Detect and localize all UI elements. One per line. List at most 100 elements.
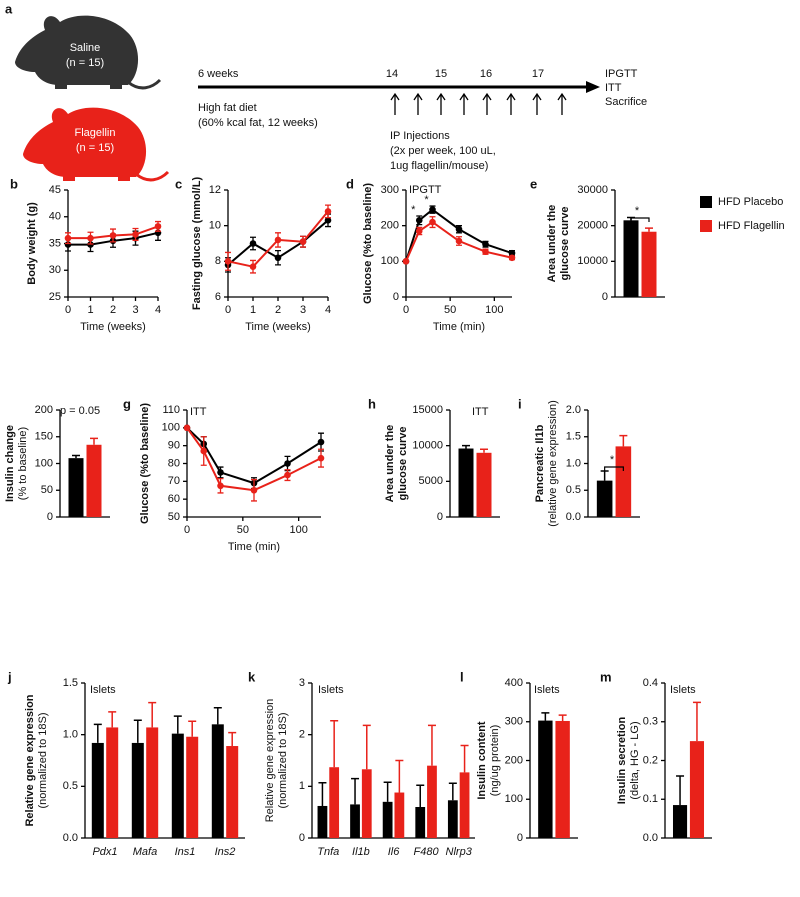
error-bar [676, 775, 685, 806]
y-tick-label: 0.0 [566, 511, 581, 523]
y-tick-label: 0 [602, 291, 608, 303]
data-point [317, 438, 325, 446]
chart-panel: g 50 60 70 80 90 100 110 Glucose (%to baseline) T… [123, 396, 325, 553]
y-tick-label: 0.0 [643, 832, 658, 844]
error-bar [448, 782, 457, 801]
y-tick-label: 400 [505, 677, 523, 689]
data-point [429, 206, 436, 213]
panel-letter: i [518, 396, 522, 411]
data-point [249, 240, 257, 247]
annotation: IPGTT [409, 184, 442, 196]
annotation: Islets [670, 684, 696, 696]
x-tick-label: 4 [325, 304, 331, 316]
legend-swatch [700, 196, 712, 208]
annotation: Islets [90, 684, 116, 696]
annotation: ITT [190, 406, 207, 418]
y-axis-label: (relative gene expression) [547, 400, 559, 527]
y-tick-label: 100 [381, 255, 399, 267]
bar [427, 765, 437, 838]
x-tick-label: 2 [275, 304, 281, 316]
chart-panel: f050100150200Insulin change(% to baselin… [4, 404, 110, 523]
data-point [508, 249, 516, 257]
error-bar [93, 723, 102, 743]
y-tick-label: 50 [41, 484, 53, 496]
error-bar [362, 724, 371, 770]
y-tick-label: 1.5 [566, 431, 581, 443]
y-tick-label: 60 [168, 493, 180, 505]
group-n: (n = 15) [66, 57, 104, 69]
panel-letter: h [368, 396, 376, 411]
data-point [87, 234, 94, 242]
x-tick-label: 3 [300, 304, 306, 316]
y-axis-label: Insulin change [4, 425, 16, 502]
x-tick-label: Nlrp3 [446, 846, 473, 858]
y-tick-label: 2 [299, 729, 305, 741]
bar [415, 807, 426, 838]
injection-text: IP Injections [390, 130, 450, 142]
data-point [415, 217, 423, 224]
y-tick-label: 110 [162, 404, 180, 416]
data-point [224, 258, 232, 265]
y-axis-label: (normalized to 18S) [37, 713, 49, 809]
error-bar [72, 454, 80, 459]
y-tick-label: 0 [393, 291, 399, 303]
group-name: Saline [70, 42, 101, 54]
x-tick-label: 1 [250, 304, 256, 316]
annotation: * [411, 204, 416, 216]
y-axis-label: glucose curve [397, 427, 409, 501]
y-tick-label: 3 [299, 677, 305, 689]
data-point [429, 218, 436, 226]
endpoint: ITT [605, 82, 622, 94]
bar [689, 741, 705, 838]
panel-letter: c [175, 176, 182, 191]
data-point [109, 232, 117, 239]
y-axis-label: glucose curve [559, 207, 571, 281]
panel-letter: b [10, 176, 18, 191]
x-tick-label: Pdx1 [92, 846, 117, 858]
x-tick-label: 50 [444, 304, 456, 316]
annotation: Islets [534, 684, 560, 696]
y-tick-label: 30000 [577, 184, 608, 196]
y-axis-label: Body weight (g) [26, 202, 38, 285]
injection-text: (2x per week, 100 uL, [390, 145, 496, 157]
data-point [402, 258, 410, 265]
data-point [324, 217, 332, 224]
annotation: * [610, 454, 615, 466]
data-point [217, 469, 224, 476]
diet-text: (60% kcal fat, 12 weeks) [198, 117, 318, 129]
legend-label: HFD Placebo [718, 196, 783, 208]
y-tick-label: 8 [215, 255, 221, 267]
bar [211, 724, 224, 838]
timeline-start: 6 weeks [198, 68, 239, 80]
bar [596, 480, 613, 517]
significance-bracket [604, 466, 624, 471]
y-tick-label: 1.5 [63, 677, 78, 689]
y-tick-label: 200 [381, 220, 399, 232]
y-tick-label: 90 [168, 440, 180, 452]
annotation: Islets [318, 684, 344, 696]
error-bar [416, 784, 425, 807]
error-bar [148, 701, 157, 728]
x-tick-label: 0 [403, 304, 409, 316]
y-axis-label: Relative gene expression [264, 699, 276, 823]
y-tick-label: 1.0 [63, 729, 78, 741]
chart-panel: m 0.0 0.1 0.2 0.3 0.4 Insulin secretion (delta,… [600, 669, 712, 844]
panel-letter: a [5, 1, 13, 16]
y-tick-label: 2.0 [566, 404, 581, 416]
error-bar [351, 777, 360, 805]
legend-swatch [700, 220, 712, 232]
injection-arrows [390, 92, 567, 115]
bar [131, 742, 144, 838]
error-bar [228, 731, 237, 747]
y-axis-label: Fasting glucose (mmol/L) [191, 177, 203, 311]
panel-letter: l [460, 669, 464, 684]
data-point [482, 248, 489, 256]
bar [146, 727, 159, 838]
y-tick-label: 1.0 [566, 457, 581, 469]
error-bar [427, 724, 436, 766]
data-point [274, 254, 282, 262]
bar [186, 736, 199, 838]
x-tick-label: 0 [65, 304, 71, 316]
bar [538, 720, 553, 838]
